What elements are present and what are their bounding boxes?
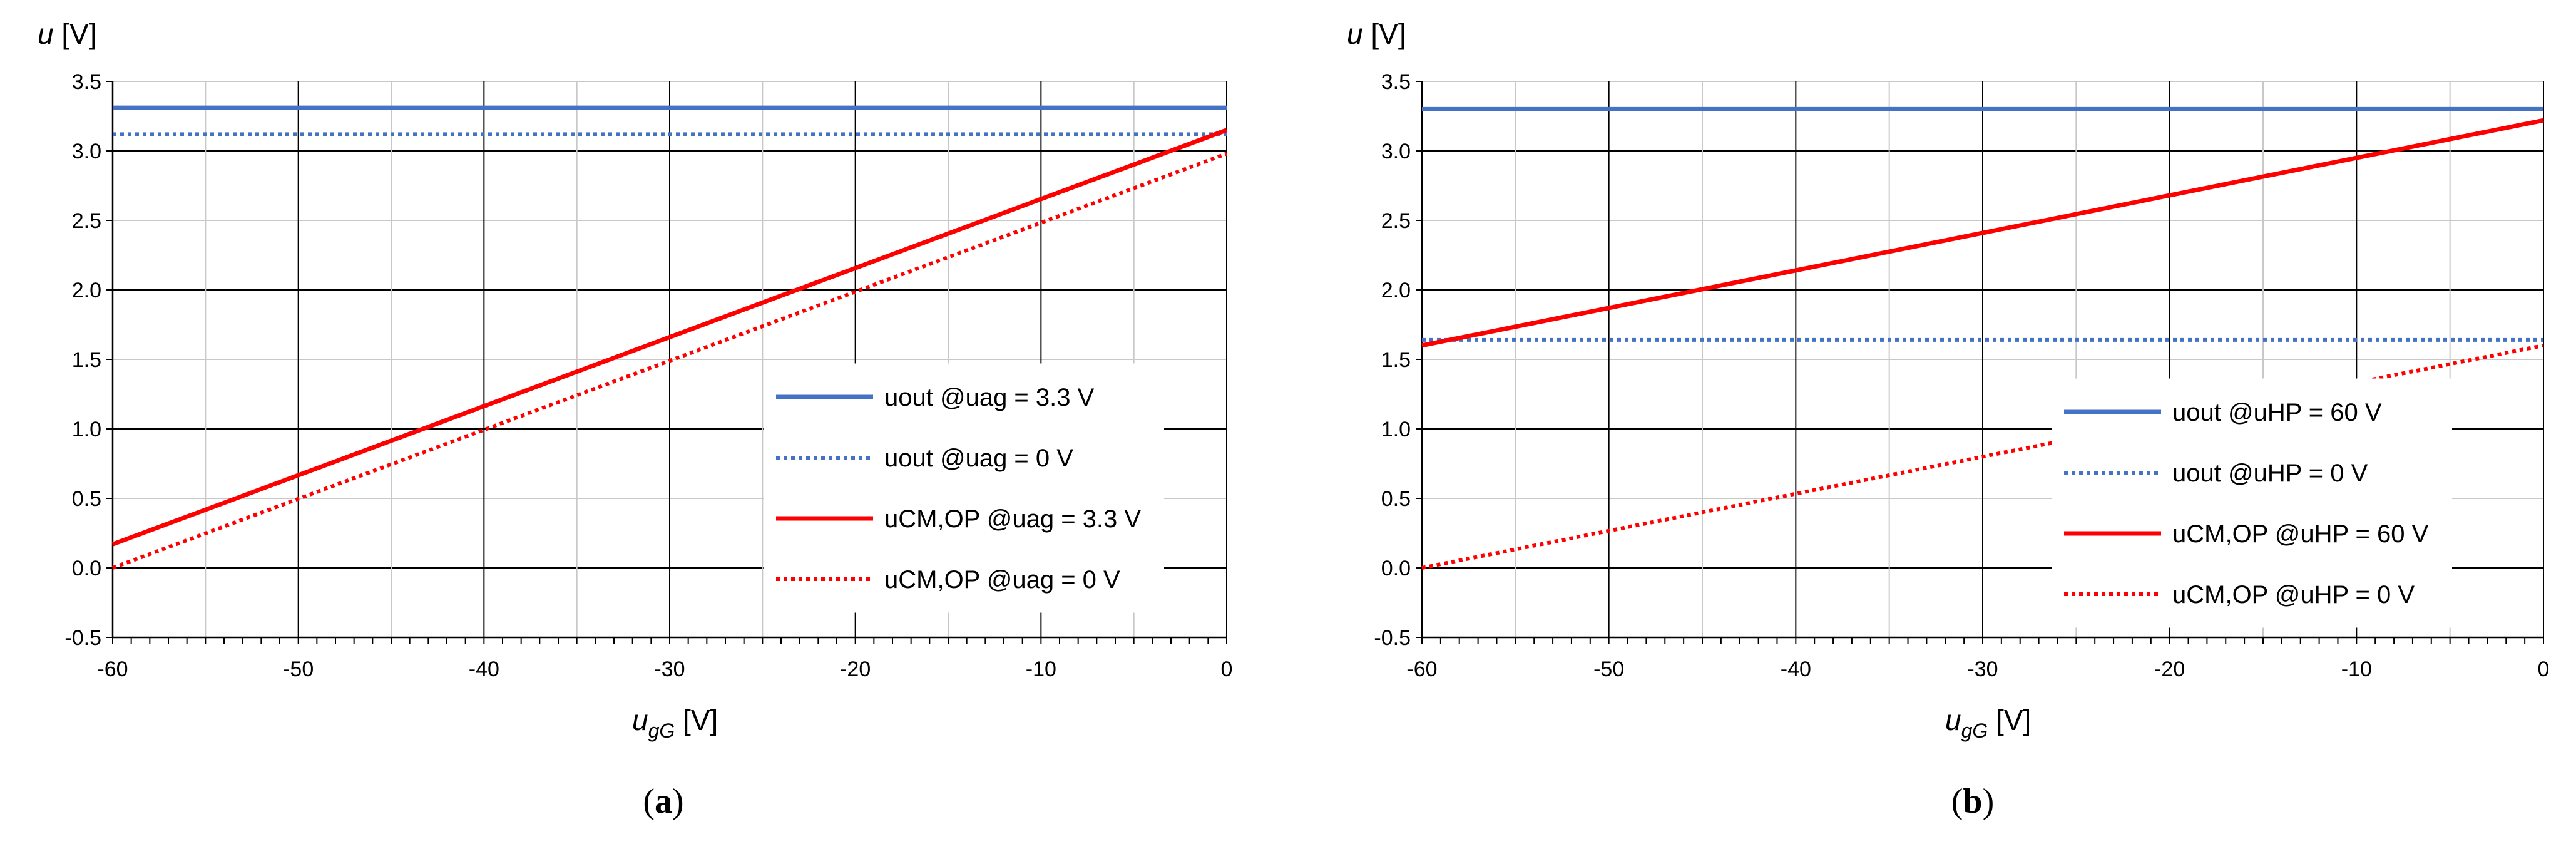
x-tick-label: -30 (1967, 657, 1998, 681)
y-axis-unit: [V] (1363, 18, 1406, 50)
y-tick-label: 3.5 (72, 70, 101, 94)
x-tick-label: -60 (97, 657, 128, 681)
x-axis-unit: [V] (675, 704, 718, 736)
legend-label: uout @uag = 0 V (884, 445, 1073, 472)
y-tick-label: 0.0 (1381, 557, 1411, 580)
x-tick-label: -30 (654, 657, 685, 681)
legend-label: uout @uHP = 0 V (2172, 460, 2368, 487)
panel-label-close: ) (1983, 782, 1995, 821)
y-axis-label: u [V] (1347, 18, 1406, 50)
x-tick-label: 0 (1221, 657, 1233, 681)
x-axis-label: ugG [V] (1945, 704, 2031, 742)
x-tick-label: -20 (840, 657, 871, 681)
panel-label: (a) (643, 782, 683, 821)
panel-label-letter: a (655, 782, 672, 821)
series-line (111, 128, 1228, 547)
legend-box (764, 363, 1164, 613)
x-tick-label: -10 (1026, 657, 1056, 681)
x-tick-label: 0 (2538, 657, 2550, 681)
x-tick-label: -40 (469, 657, 499, 681)
series-line (111, 152, 1228, 570)
y-tick-label: 1.5 (1381, 348, 1411, 372)
chart-panel-b: -0.5 0.0 0.5 1.0 1.5 2.0 2.5 3.0 3.5 -60 -50 -40 -30… (1347, 18, 2549, 821)
y-tick-label: 3.0 (72, 140, 101, 163)
y-tick-label: 2.5 (72, 209, 101, 233)
x-tick-label: -10 (2341, 657, 2372, 681)
series-line (1421, 343, 2544, 570)
x-axis-subscript: gG (1961, 719, 1988, 742)
y-tick-label: 3.5 (1381, 70, 1411, 94)
panel-label: (b) (1951, 782, 1994, 821)
y-axis-label: u [V] (38, 18, 97, 50)
y-tick-label: -0.5 (1374, 626, 1411, 650)
x-tick-label: -20 (2154, 657, 2185, 681)
x-tick-label: -40 (1781, 657, 1811, 681)
y-tick-label: 1.5 (72, 348, 101, 372)
legend-label: uCM,OP @uag = 3.3 V (884, 505, 1141, 533)
panel-label-letter: b (1963, 782, 1982, 821)
x-axis-unit: [V] (1988, 704, 2031, 736)
x-tick-label: -60 (1406, 657, 1437, 681)
x-axis-label: ugG [V] (632, 704, 718, 742)
legend-label: uCM,OP @uag = 0 V (884, 566, 1120, 594)
legend-label: uCM,OP @uHP = 0 V (2172, 581, 2415, 609)
panel-label-close: ) (672, 782, 684, 821)
legend-box (2052, 378, 2452, 628)
legend-label: uout @uHP = 60 V (2172, 399, 2382, 426)
y-axis-symbol: u (38, 18, 54, 50)
x-tick-label: -50 (1593, 657, 1624, 681)
y-tick-label: 3.0 (1381, 140, 1411, 163)
x-axis-symbol: u (1945, 704, 1961, 736)
y-tick-label: 1.0 (72, 418, 101, 441)
y-tick-label: 1.0 (1381, 418, 1411, 441)
x-axis-subscript: gG (648, 719, 675, 742)
panel-label-open: ( (643, 782, 655, 821)
grid (112, 81, 1227, 638)
x-tick-label: -50 (283, 657, 314, 681)
panel-label-open: ( (1951, 782, 1963, 821)
legend-label: uout @uag = 3.3 V (884, 384, 1095, 411)
legend-label: uCM,OP @uHP = 60 V (2172, 520, 2429, 548)
y-tick-label: 0.5 (72, 487, 101, 511)
x-axis-symbol: u (632, 704, 648, 736)
y-tick-label: 2.0 (72, 279, 101, 302)
series-line (1421, 118, 2544, 348)
chart-panel-a: -0.5 0.0 0.5 1.0 1.5 2.0 2.5 3.0 3.5 -60 -50 -40 -30… (38, 18, 1232, 821)
y-tick-label: 2.5 (1381, 209, 1411, 233)
y-axis-unit: [V] (54, 18, 97, 50)
y-tick-label: 2.0 (1381, 279, 1411, 302)
y-tick-label: 0.5 (1381, 487, 1411, 511)
y-axis-symbol: u (1347, 18, 1363, 50)
y-tick-label: 0.0 (72, 557, 101, 580)
y-tick-label: -0.5 (64, 626, 101, 650)
